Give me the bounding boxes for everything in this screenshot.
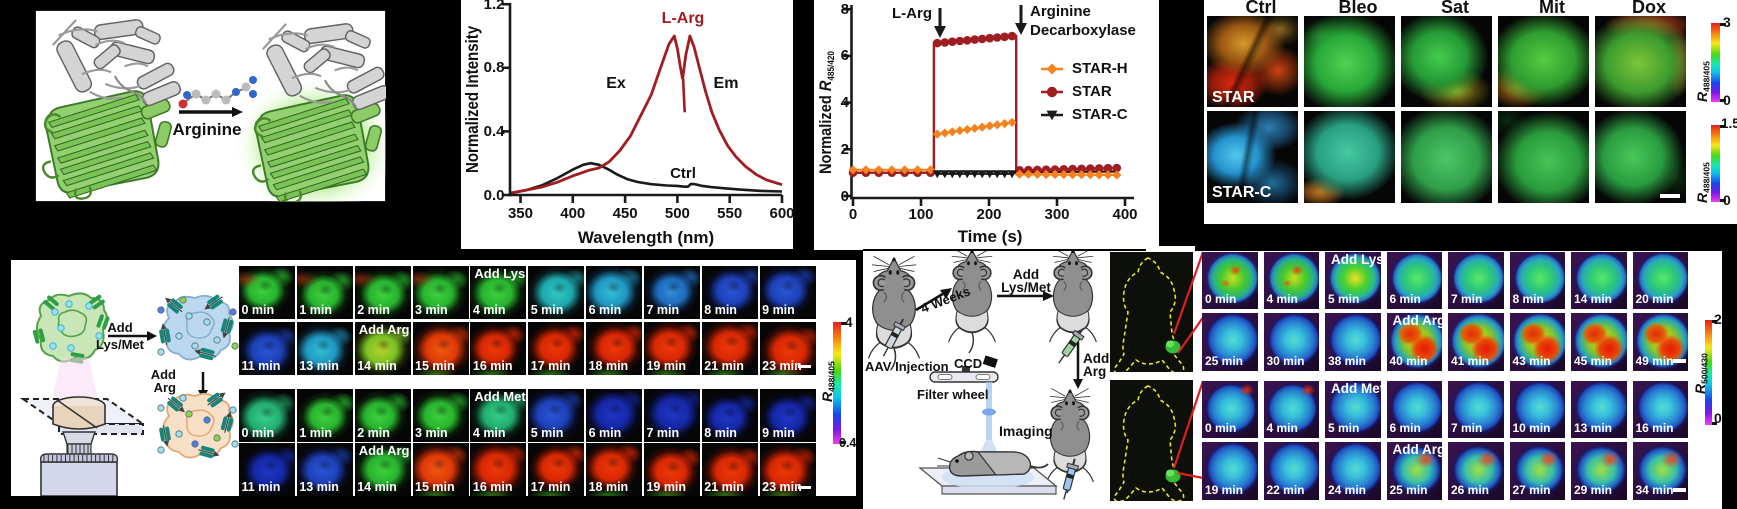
svg-text:Arginine: Arginine [173,120,242,139]
svg-text:Wavelength (nm): Wavelength (nm) [578,228,714,247]
